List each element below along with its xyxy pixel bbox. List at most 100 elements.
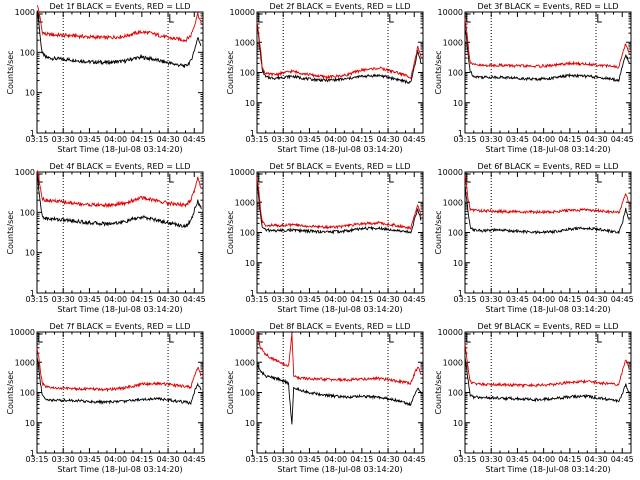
x-axis-label: Start Time (18-Jul-08 03:14:20) [57, 465, 182, 474]
x-tick-label: 04:00 [532, 455, 555, 464]
x-tick-label: 04:45 [611, 455, 634, 464]
x-tick-label: 04:15 [130, 455, 153, 464]
x-axis-label: Start Time (18-Jul-08 03:14:20) [277, 305, 402, 314]
y-tick-label: 100 [240, 229, 255, 238]
y-tick-label: 10 [25, 419, 35, 428]
x-axis-label: Start Time (18-Jul-08 03:14:20) [485, 145, 610, 154]
x-axis-label: Start Time (18-Jul-08 03:14:20) [485, 465, 610, 474]
x-tick-label: 03:45 [78, 135, 101, 144]
series-line-lld [36, 5, 202, 43]
x-tick-label: 03:15 [245, 135, 268, 144]
series-line-lld [464, 18, 630, 69]
x-tick-label: 03:15 [453, 295, 476, 304]
chart-title: Det 9f BLACK = Events, RED = LLD [477, 322, 618, 331]
x-tick-label: 04:15 [558, 135, 581, 144]
x-tick-label: 04:30 [377, 295, 400, 304]
y-tick-label: 100 [20, 389, 35, 398]
interval-start-mark [258, 173, 263, 183]
series-line-events [464, 356, 630, 404]
x-tick-label: 04:15 [130, 295, 153, 304]
x-tick-label: 04:45 [611, 295, 634, 304]
y-tick-label: 1 [250, 289, 255, 298]
series-line-events [36, 356, 202, 405]
x-tick-label: 04:45 [403, 455, 426, 464]
interval-end-mark [169, 14, 174, 23]
chart-title: Det 1f BLACK = Events, RED = LLD [49, 2, 190, 11]
interval-end-mark [169, 334, 174, 343]
x-tick-label: 04:00 [324, 135, 347, 144]
x-tick-label: 03:45 [78, 455, 101, 464]
chart-panel-4: Det 4f BLACK = Events, RED = LLD Counts/s… [6, 162, 206, 314]
x-tick-label: 04:30 [585, 135, 608, 144]
x-tick-label: 03:45 [506, 295, 529, 304]
interval-start-mark [258, 13, 263, 23]
interval-end-mark [169, 174, 174, 183]
y-tick-label: 1000 [15, 8, 35, 17]
y-tick-label: 1 [458, 129, 463, 138]
y-tick-label: 10 [245, 259, 255, 268]
x-tick-label: 04:15 [350, 295, 373, 304]
plot-frame [36, 171, 204, 294]
chart-panel-6: Det 6f BLACK = Events, RED = LLD Counts/s… [434, 162, 634, 314]
x-tick-label: 04:45 [403, 135, 426, 144]
y-tick-label: 100 [20, 48, 35, 57]
interval-end-mark [389, 174, 394, 183]
series-line-lld [256, 22, 422, 80]
x-tick-label: 04:15 [558, 455, 581, 464]
y-tick-label: 100 [448, 69, 463, 78]
x-tick-label: 04:30 [157, 295, 180, 304]
series-line-lld [36, 347, 202, 393]
y-axis-label: Counts/sec [6, 370, 15, 414]
chart-panel-2: Det 2f BLACK = Events, RED = LLD Counts/s… [226, 2, 426, 154]
x-tick-label: 03:30 [480, 295, 503, 304]
y-tick-label: 100 [448, 389, 463, 398]
y-tick-label: 10000 [438, 168, 463, 177]
chart-title: Det 2f BLACK = Events, RED = LLD [269, 2, 410, 11]
chart-panel-8: Det 8f BLACK = Events, RED = LLD Counts/s… [226, 322, 426, 474]
interval-end-mark [597, 14, 602, 23]
x-tick-label: 03:30 [272, 135, 295, 144]
x-tick-label: 03:15 [25, 135, 48, 144]
x-tick-label: 04:45 [183, 455, 206, 464]
y-tick-label: 1 [250, 449, 255, 458]
x-tick-label: 03:30 [52, 135, 75, 144]
chart-title: Det 8f BLACK = Events, RED = LLD [269, 322, 410, 331]
x-tick-label: 04:00 [104, 455, 127, 464]
x-axis-label: Start Time (18-Jul-08 03:14:20) [277, 465, 402, 474]
interval-end-mark [597, 334, 602, 343]
series-line-lld [256, 177, 422, 230]
y-tick-label: 1000 [235, 38, 255, 47]
y-axis-label: Counts/sec [434, 210, 443, 254]
x-tick-label: 03:15 [25, 455, 48, 464]
y-axis-label: Counts/sec [434, 370, 443, 414]
y-tick-label: 100 [20, 208, 35, 217]
chart-panel-3: Det 3f BLACK = Events, RED = LLD Counts/s… [434, 2, 634, 154]
series-line-events [36, 10, 202, 68]
x-tick-label: 04:00 [532, 295, 555, 304]
y-tick-label: 10000 [230, 168, 255, 177]
y-tick-label: 10000 [230, 8, 255, 17]
series-line-events [36, 173, 202, 229]
x-axis-label: Start Time (18-Jul-08 03:14:20) [57, 145, 182, 154]
y-tick-label: 1000 [235, 358, 255, 367]
y-tick-label: 100 [240, 69, 255, 78]
x-tick-label: 04:00 [104, 135, 127, 144]
interval-end-mark [389, 14, 394, 23]
x-tick-label: 03:45 [506, 135, 529, 144]
x-axis-label: Start Time (18-Jul-08 03:14:20) [57, 305, 182, 314]
interval-start-mark [466, 13, 471, 23]
series-line-lld [256, 332, 422, 386]
interval-start-mark [38, 333, 43, 343]
series-line-events [464, 185, 630, 235]
y-tick-label: 1 [30, 449, 35, 458]
x-tick-label: 03:45 [298, 295, 321, 304]
x-tick-label: 04:00 [104, 295, 127, 304]
y-tick-label: 10 [453, 99, 463, 108]
x-tick-label: 03:45 [298, 455, 321, 464]
x-tick-label: 03:30 [52, 295, 75, 304]
y-tick-label: 100 [448, 229, 463, 238]
chart-title: Det 5f BLACK = Events, RED = LLD [269, 162, 410, 171]
chart-title: Det 4f BLACK = Events, RED = LLD [49, 162, 190, 171]
x-axis-label: Start Time (18-Jul-08 03:14:20) [277, 145, 402, 154]
